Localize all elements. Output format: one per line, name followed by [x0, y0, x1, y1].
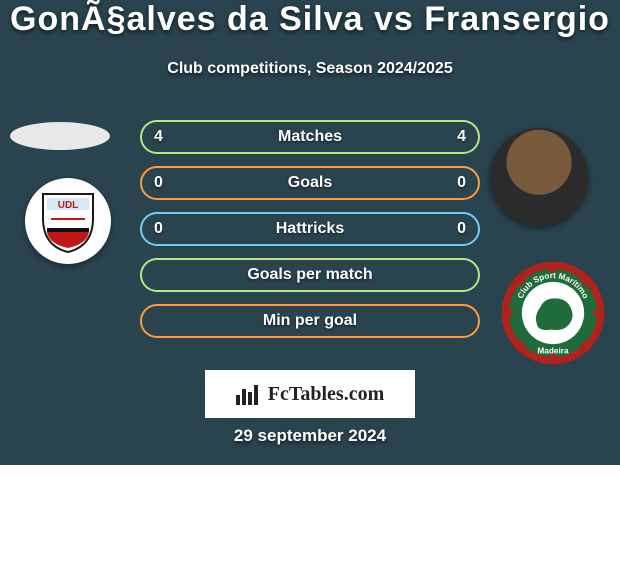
club-badge-left: UDL — [25, 178, 111, 264]
branding-box: FcTables.com — [205, 370, 415, 418]
svg-text:Madeira: Madeira — [537, 346, 569, 355]
maritimo-crest-icon: Club Sport Marítimo Madeira — [498, 258, 608, 368]
svg-text:UDL: UDL — [58, 200, 79, 211]
stat-right-value: 0 — [457, 220, 466, 238]
stat-label: Min per goal — [263, 312, 357, 330]
branding-text: FcTables.com — [268, 383, 384, 406]
player-right-photo — [490, 128, 588, 226]
stat-left-value: 0 — [154, 220, 163, 238]
stat-right-value: 0 — [457, 174, 466, 192]
stat-row: 0 Goals 0 — [140, 166, 480, 200]
club-badge-right: Club Sport Marítimo Madeira — [498, 258, 608, 368]
stat-label: Goals — [288, 174, 332, 192]
stat-row: 4 Matches 4 — [140, 120, 480, 154]
page-title: GonÃ§alves da Silva vs Fransergio — [0, 0, 620, 39]
udl-crest-icon: UDL — [33, 186, 103, 256]
bar-chart-icon — [236, 383, 262, 405]
stat-label: Matches — [278, 128, 342, 146]
stat-row: 0 Hattricks 0 — [140, 212, 480, 246]
bottom-white-band — [0, 465, 620, 580]
stat-label: Hattricks — [276, 220, 344, 238]
stat-row: Min per goal — [140, 304, 480, 338]
comparison-card: GonÃ§alves da Silva vs Fransergio Club c… — [0, 0, 620, 580]
player-left-photo-placeholder — [10, 122, 110, 150]
stat-left-value: 0 — [154, 174, 163, 192]
stat-left-value: 4 — [154, 128, 163, 146]
stat-label: Goals per match — [247, 266, 372, 284]
stat-row: Goals per match — [140, 258, 480, 292]
footer-date: 29 september 2024 — [0, 426, 620, 446]
stat-right-value: 4 — [457, 128, 466, 146]
page-subtitle: Club competitions, Season 2024/2025 — [0, 60, 620, 78]
